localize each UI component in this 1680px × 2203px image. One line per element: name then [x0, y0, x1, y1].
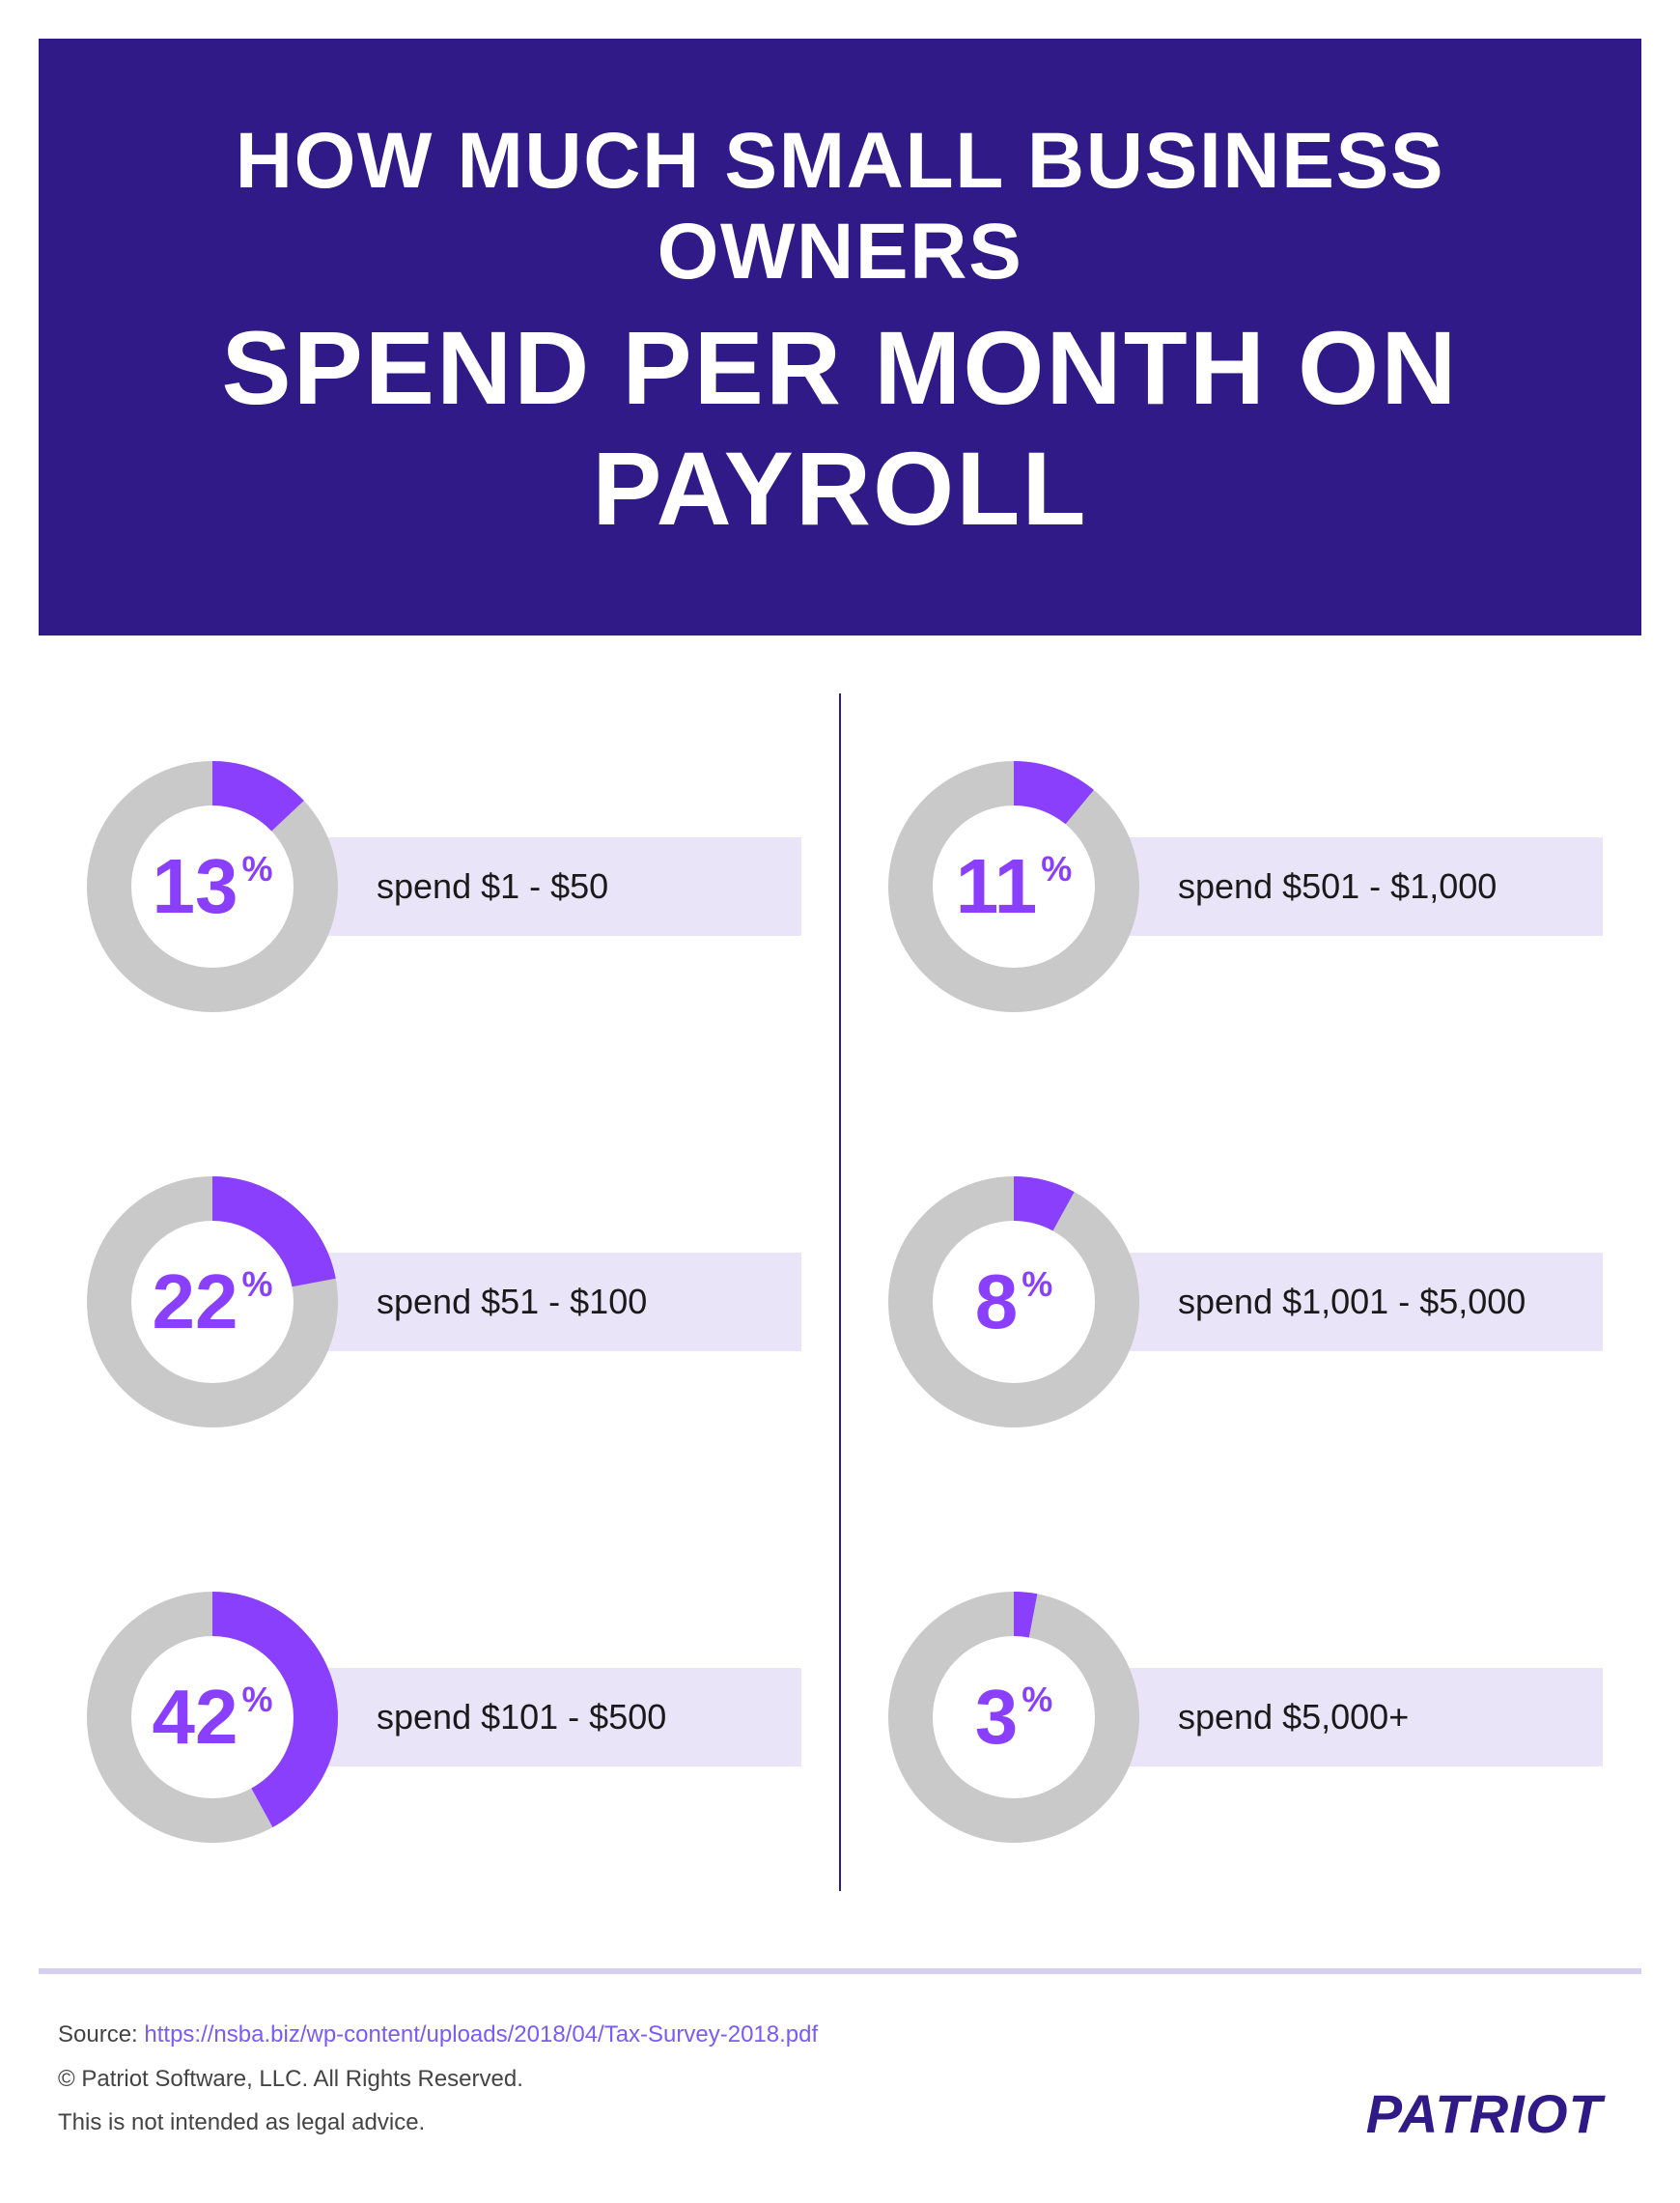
donut-chart: 3% — [879, 1582, 1149, 1852]
stats-grid: 13%spend $1 - $50 22%spend $51 - $100 42… — [39, 635, 1641, 1968]
percent-sign: % — [1041, 849, 1072, 890]
percent-sign: % — [241, 1264, 272, 1305]
stat-row: 11%spend $501 - $1,000 — [879, 751, 1603, 1022]
percent-number: 11 — [956, 842, 1038, 931]
donut-chart: 13% — [77, 751, 348, 1022]
copyright-line: © Patriot Software, LLC. All Rights Rese… — [58, 2057, 818, 2102]
donut-percent-label: 11% — [879, 751, 1149, 1022]
donut-percent-label: 42% — [77, 1582, 348, 1852]
percent-number: 42 — [153, 1673, 238, 1762]
donut-percent-label: 22% — [77, 1167, 348, 1437]
patriot-logo: PATRIOT — [1366, 2082, 1622, 2145]
spend-range-label: spend $101 - $500 — [309, 1668, 801, 1766]
spend-range-label: spend $51 - $100 — [309, 1253, 801, 1351]
infographic-page: HOW MUCH SMALL BUSINESS OWNERS SPEND PER… — [0, 0, 1680, 2203]
source-prefix: Source: — [58, 2021, 144, 2048]
title-line-1: HOW MUCH SMALL BUSINESS OWNERS — [77, 116, 1603, 297]
disclaimer-line: This is not intended as legal advice. — [58, 2101, 818, 2145]
percent-sign: % — [1022, 1680, 1052, 1720]
percent-number: 8 — [975, 1257, 1019, 1346]
title-line-2: SPEND PER MONTH ON PAYROLL — [77, 307, 1603, 549]
spend-range-label: spend $1 - $50 — [309, 837, 801, 936]
donut-chart: 42% — [77, 1582, 348, 1852]
header-banner: HOW MUCH SMALL BUSINESS OWNERS SPEND PER… — [39, 39, 1641, 635]
spend-range-label: spend $5,000+ — [1110, 1668, 1603, 1766]
center-divider — [839, 693, 841, 1891]
donut-percent-label: 3% — [879, 1582, 1149, 1852]
right-column: 11%spend $501 - $1,000 8%spend $1,001 - … — [840, 693, 1641, 1891]
percent-sign: % — [241, 849, 272, 890]
stat-row: 3%spend $5,000+ — [879, 1582, 1603, 1852]
donut-chart: 8% — [879, 1167, 1149, 1437]
footer-text-block: Source: https://nsba.biz/wp-content/uplo… — [58, 2013, 818, 2145]
percent-number: 3 — [975, 1673, 1019, 1762]
percent-sign: % — [241, 1680, 272, 1720]
left-column: 13%spend $1 - $50 22%spend $51 - $100 42… — [39, 693, 840, 1891]
donut-chart: 11% — [879, 751, 1149, 1022]
donut-percent-label: 8% — [879, 1167, 1149, 1437]
donut-chart: 22% — [77, 1167, 348, 1437]
stat-row: 42%spend $101 - $500 — [77, 1582, 801, 1852]
percent-sign: % — [1022, 1264, 1052, 1305]
spend-range-label: spend $501 - $1,000 — [1110, 837, 1603, 936]
percent-number: 13 — [153, 842, 238, 931]
spend-range-label: spend $1,001 - $5,000 — [1110, 1253, 1603, 1351]
donut-percent-label: 13% — [77, 751, 348, 1022]
source-line: Source: https://nsba.biz/wp-content/uplo… — [58, 2013, 818, 2057]
stat-row: 8%spend $1,001 - $5,000 — [879, 1167, 1603, 1437]
stat-row: 13%spend $1 - $50 — [77, 751, 801, 1022]
footer: Source: https://nsba.biz/wp-content/uplo… — [39, 1968, 1641, 2164]
percent-number: 22 — [153, 1257, 238, 1346]
source-link[interactable]: https://nsba.biz/wp-content/uploads/2018… — [144, 2021, 818, 2048]
stat-row: 22%spend $51 - $100 — [77, 1167, 801, 1437]
